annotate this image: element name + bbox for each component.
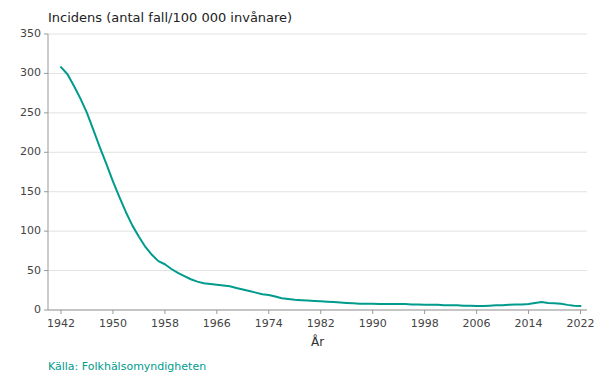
y-tick <box>44 270 48 271</box>
grid-line <box>48 112 587 113</box>
y-tick <box>44 310 48 311</box>
y-tick <box>44 231 48 232</box>
y-axis-line <box>48 34 49 310</box>
y-tick <box>44 112 48 113</box>
grid-line <box>48 34 587 35</box>
y-tick <box>44 152 48 153</box>
source-annotation: Källa: Folkhälsomyndigheten <box>48 360 206 373</box>
y-tick-label: 350 <box>20 27 41 40</box>
x-tick-label: 1998 <box>411 317 439 330</box>
grid-line <box>48 270 587 271</box>
x-tick-label: 1982 <box>307 317 335 330</box>
x-tick <box>268 310 269 314</box>
grid <box>48 34 587 310</box>
x-tick <box>164 310 165 314</box>
axes: 0 50 100 150 200 250 300 350 1942 1950 1958 1966 197… <box>20 27 595 330</box>
x-tick <box>60 310 61 314</box>
y-tick <box>44 191 48 192</box>
y-tick-label: 100 <box>20 224 41 237</box>
x-tick <box>424 310 425 314</box>
x-tick-label: 1950 <box>99 317 127 330</box>
x-tick <box>320 310 321 314</box>
x-tick <box>528 310 529 314</box>
chart: 0 50 100 150 200 250 300 350 1942 1950 1958 1966 197… <box>0 0 605 378</box>
x-tick <box>580 310 581 314</box>
x-tick-label: 2014 <box>515 317 543 330</box>
line <box>61 67 581 306</box>
x-tick-label: 1942 <box>47 317 75 330</box>
x-tick-label: 1990 <box>359 317 387 330</box>
grid-line <box>48 191 587 192</box>
y-tick-label: 0 <box>34 303 41 316</box>
x-axis-line <box>48 310 587 311</box>
grid-line <box>48 73 587 74</box>
grid-line <box>48 310 587 311</box>
grid-line <box>48 152 587 153</box>
y-tick-label: 250 <box>20 106 41 119</box>
x-tick <box>372 310 373 314</box>
y-tick-label: 200 <box>20 145 41 158</box>
title: Incidens (antal fall/100 000 invånare) <box>48 10 292 25</box>
y-tick-label: 150 <box>20 185 41 198</box>
y-tick-label: 50 <box>27 264 41 277</box>
y-tick <box>44 73 48 74</box>
x-tick-label: 2006 <box>463 317 491 330</box>
background <box>0 0 605 378</box>
x-tick-label: 1974 <box>255 317 283 330</box>
y-tick <box>44 34 48 35</box>
series <box>61 67 581 306</box>
grid-line <box>48 231 587 232</box>
x-tick-label: 1958 <box>151 317 179 330</box>
x-axis-label: År <box>311 334 324 349</box>
x-tick <box>216 310 217 314</box>
x-tick-label: 1966 <box>203 317 231 330</box>
x-tick <box>476 310 477 314</box>
y-tick-label: 300 <box>20 66 41 79</box>
x-tick <box>112 310 113 314</box>
x-tick-label: 2022 <box>567 317 595 330</box>
